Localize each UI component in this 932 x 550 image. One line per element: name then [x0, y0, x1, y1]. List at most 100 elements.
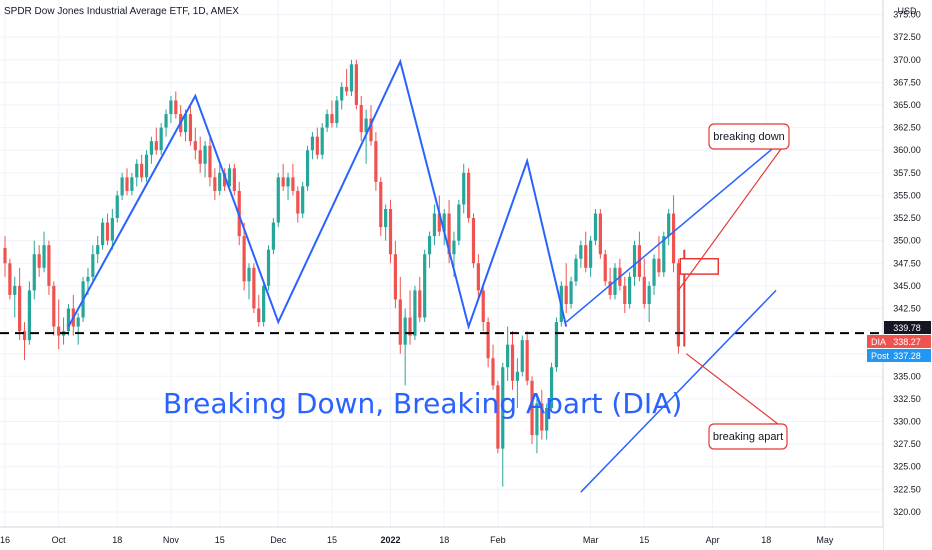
candle-body	[208, 145, 212, 178]
candle-body	[301, 186, 305, 214]
candle-body	[3, 247, 7, 264]
candle-body	[462, 172, 466, 205]
candle-body	[584, 245, 588, 268]
callout-breaking-apart-box[interactable]	[708, 423, 788, 450]
candle-body	[662, 236, 666, 273]
candle-body	[120, 177, 124, 196]
candle-body	[27, 290, 31, 341]
candle-body	[154, 141, 158, 151]
candle-body	[545, 407, 549, 431]
candle-body	[125, 177, 129, 191]
post-price-tag-value: 337.28	[893, 351, 921, 361]
x-tick-label: Dec	[270, 535, 287, 545]
candle-body	[242, 236, 246, 282]
candle-body	[22, 331, 27, 341]
candle-body	[271, 222, 275, 250]
candle-body	[510, 344, 515, 381]
candle-body	[37, 254, 41, 268]
candle-body	[169, 100, 173, 115]
candle-body	[340, 86, 344, 101]
candle-body	[42, 245, 46, 268]
dia-price-tag	[867, 335, 931, 348]
candle-body	[457, 204, 461, 241]
candle-body	[574, 258, 578, 282]
candle-body	[647, 285, 651, 304]
candle-body	[110, 218, 114, 241]
level-price-tag	[884, 321, 931, 334]
candle-body	[349, 64, 354, 92]
candle-body	[320, 127, 324, 155]
candle-body	[47, 245, 51, 286]
chart-header-title: SPDR Dow Jones Industrial Average ETF, 1…	[4, 6, 239, 17]
y-tick-label: 360.00	[893, 145, 921, 155]
candle-body	[432, 213, 437, 237]
y-tick-label: 335.00	[893, 371, 921, 381]
candle-body	[140, 163, 144, 178]
candle-body	[164, 114, 168, 128]
currency-label: USD	[897, 6, 917, 16]
y-tick-label: 347.50	[893, 258, 921, 268]
candle-body	[203, 145, 207, 164]
zigzag-pattern-line	[67, 58, 568, 330]
candle-body	[144, 154, 149, 178]
post-price-tag	[867, 349, 931, 362]
projection-target-box	[679, 257, 720, 275]
candle-body	[227, 168, 232, 187]
candle-body	[18, 285, 22, 332]
candle-body	[564, 285, 568, 304]
candle-body	[232, 168, 236, 191]
channel-lower-line	[580, 289, 777, 493]
candle-body	[657, 258, 661, 273]
y-tick-label: 342.50	[893, 303, 921, 313]
candle-body	[281, 177, 285, 187]
candle-body	[149, 141, 153, 155]
y-tick-label: 362.50	[893, 123, 921, 133]
x-tick-label: 18	[439, 535, 449, 545]
level-price-tag-text: 339.78	[893, 323, 921, 333]
x-tick-label: 15	[639, 535, 649, 545]
y-tick-label: 367.50	[893, 77, 921, 87]
candle-body	[589, 240, 593, 268]
candle-body	[676, 263, 681, 347]
y-tick-label: 332.50	[893, 394, 921, 404]
candle-body	[623, 285, 627, 304]
candle-body	[632, 245, 637, 277]
post-price-tag-label: Post	[871, 351, 890, 361]
candle-body	[442, 213, 446, 232]
candle-body	[418, 290, 422, 318]
callout-breaking-down-box[interactable]	[708, 123, 790, 150]
x-tick-label: 18	[112, 535, 122, 545]
candle-body	[549, 367, 554, 408]
candle-body	[335, 100, 339, 124]
candle-body	[86, 276, 90, 282]
candle-body	[252, 267, 256, 309]
y-tick-label: 370.00	[893, 55, 921, 65]
candle-body	[266, 249, 271, 286]
candle-body	[96, 245, 100, 255]
y-axis-ticks: 320.00 322.50 325.00 327.50 330.00 332.50 335.…	[893, 10, 921, 517]
candle-body	[530, 380, 534, 436]
candle-body	[393, 254, 397, 300]
candle-body	[388, 209, 393, 255]
candle-body	[452, 240, 456, 255]
callout-breaking-down-label: breaking down	[713, 131, 785, 143]
candle-body	[183, 114, 188, 133]
candle-body	[115, 195, 119, 219]
candle-body	[257, 308, 261, 323]
candle-body	[608, 281, 612, 295]
candle-body	[286, 177, 290, 187]
y-tick-label: 375.00	[893, 10, 921, 20]
price-axis-background	[883, 0, 932, 550]
y-tick-label: 352.50	[893, 213, 921, 223]
candle-body	[315, 136, 319, 155]
x-axis-ticks: 16 Oct 18 Nov 15 Dec 15 2022 18 Feb Mar 15 Apr 18 May	[0, 535, 834, 545]
candle-body	[52, 285, 56, 327]
candle-body	[57, 326, 61, 336]
candle-body	[213, 177, 217, 191]
candle-body	[218, 172, 222, 191]
candle-body	[310, 136, 315, 151]
candle-body	[354, 64, 358, 105]
y-tick-label: 357.50	[893, 168, 921, 178]
candle-body	[364, 118, 368, 133]
